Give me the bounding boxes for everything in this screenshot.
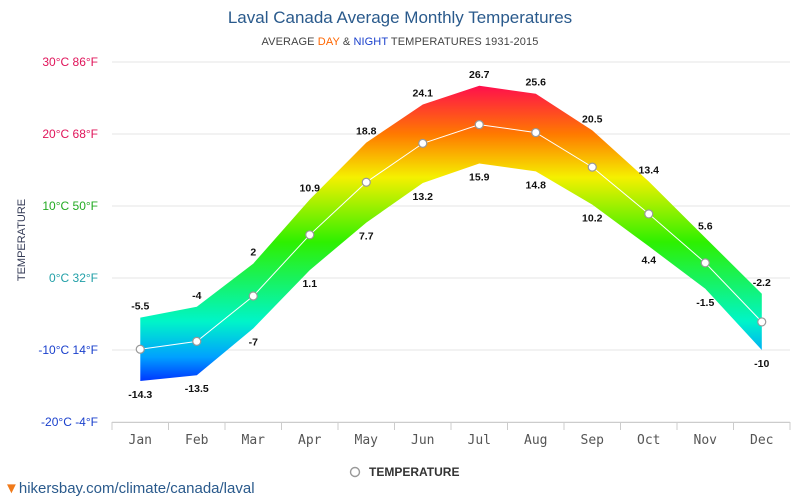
subtitle-day: DAY: [317, 36, 340, 48]
x-tick-label: Jun: [411, 433, 434, 448]
day-value-label: 20.5: [582, 113, 603, 125]
x-tick-label: Feb: [185, 433, 209, 448]
day-value-label: 26.7: [469, 69, 490, 81]
average-temperature-point: [305, 230, 315, 240]
x-tick-label: Aug: [524, 433, 547, 448]
day-value-label: -4: [192, 290, 201, 302]
night-value-label: 7.7: [359, 231, 374, 243]
day-value-label: 13.4: [639, 165, 660, 177]
night-value-label: -7: [249, 336, 258, 348]
average-temperature-point: [644, 209, 654, 219]
night-value-label: -13.5: [185, 383, 209, 395]
temperature-range-band: [140, 85, 762, 382]
average-temperature-point: [135, 344, 145, 354]
average-temperature-point: [361, 177, 371, 187]
y-tick-label: 10°C 50°F: [42, 199, 98, 213]
night-value-label: 1.1: [302, 278, 317, 290]
day-value-label: 25.6: [526, 77, 547, 89]
x-tick-label: Nov: [694, 433, 718, 448]
day-value-label: 10.9: [300, 183, 321, 195]
night-value-label: 4.4: [641, 254, 656, 266]
x-tick-label: Dec: [750, 433, 773, 448]
legend-label: TEMPERATURE: [369, 465, 459, 479]
average-temperature-point: [474, 120, 484, 130]
average-temperature-line: [140, 124, 763, 350]
average-temperature-point: [531, 127, 541, 138]
average-temperature-point: [418, 138, 428, 148]
average-temperature-point: [700, 258, 710, 268]
y-tick-label: 20°C 68°F: [42, 127, 98, 141]
day-value-label: -5.5: [131, 301, 149, 313]
average-temperature-point: [757, 317, 767, 327]
average-temperature-point: [587, 162, 597, 172]
y-tick-label: 30°C 86°F: [42, 55, 98, 69]
night-value-label: -14.3: [128, 389, 152, 401]
subtitle-amp: &: [339, 36, 354, 48]
x-tick-label: May: [355, 433, 379, 448]
x-tick-label: Oct: [637, 433, 660, 448]
day-value-label: 18.8: [356, 126, 377, 138]
night-value-label: 15.9: [469, 172, 490, 184]
day-value-label: 5.6: [698, 221, 713, 233]
subtitle-suffix: TEMPERATURES 1931-2015: [387, 36, 539, 48]
night-value-label: 14.8: [526, 179, 547, 191]
x-tick-label: Jan: [129, 433, 152, 448]
y-tick-label: 0°C 32°F: [49, 271, 98, 285]
average-temperature-point: [192, 336, 202, 346]
source-text[interactable]: hikersbay.com/climate/canada/laval: [18, 480, 255, 497]
day-value-label: 2: [250, 247, 256, 259]
day-value-label: -2.2: [753, 277, 771, 289]
legend-marker: [349, 466, 361, 478]
subtitle-night: NIGHT: [353, 36, 388, 48]
x-tick-label: Apr: [298, 433, 322, 448]
chart-subtitle: AVERAGE DAY & NIGHT TEMPERATURES 1931-20…: [0, 36, 800, 48]
location-pin-icon: ▼: [4, 480, 19, 497]
night-value-label: 10.2: [582, 213, 603, 225]
x-tick-label: Jul: [468, 433, 491, 448]
chart-title: Laval Canada Average Monthly Temperature…: [227, 8, 573, 27]
night-value-label: -1.5: [696, 297, 714, 309]
y-tick-label: -10°C 14°F: [38, 343, 98, 357]
x-tick-label: Mar: [242, 433, 266, 448]
night-value-label: -10: [754, 358, 769, 370]
y-tick-label: -20°C -4°F: [41, 415, 98, 429]
subtitle-prefix: AVERAGE: [261, 36, 318, 48]
day-value-label: 24.1: [413, 87, 434, 99]
x-tick-label: Sep: [581, 433, 605, 448]
source-link[interactable]: ▼hikersbay.com/climate/canada/laval: [4, 480, 255, 497]
average-temperature-point: [248, 291, 258, 301]
night-value-label: 13.2: [413, 191, 434, 203]
